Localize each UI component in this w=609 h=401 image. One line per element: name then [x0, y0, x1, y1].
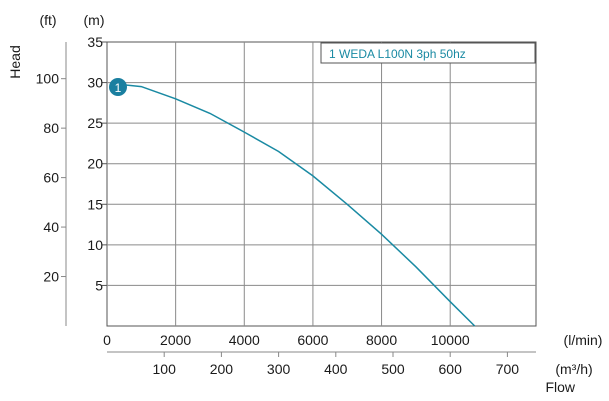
y-tick-label-primary: 35 [87, 34, 103, 50]
plot-area: 1 1 WEDA L100N 3ph 50hz [106, 41, 537, 327]
x-tick-label-secondary: 300 [267, 361, 291, 377]
x-tick-label-primary: 4000 [229, 332, 260, 348]
x-ticks-secondary: 100 200 300 400 500 600 700 [153, 352, 520, 377]
grid [107, 42, 536, 326]
y-tick-label-primary: 20 [87, 156, 103, 172]
x-tick-label-secondary: 100 [153, 361, 177, 377]
x-tick-label-secondary: 700 [496, 361, 520, 377]
legend: 1 WEDA L100N 3ph 50hz [320, 42, 536, 64]
series-marker: 1 [109, 78, 127, 96]
plot-frame [106, 41, 537, 327]
x-axis-title: Flow [545, 379, 575, 395]
x-unit-primary: (l/min) [564, 332, 603, 348]
x-tick-label-primary: 6000 [297, 332, 328, 348]
y-tick-label-secondary: 80 [43, 120, 59, 136]
x-tick-label-primary: 10000 [431, 332, 470, 348]
legend-entry: 1 WEDA L100N 3ph 50hz [329, 47, 466, 61]
y-tick-label-secondary: 20 [43, 269, 59, 285]
x-tick-label-primary: 8000 [366, 332, 397, 348]
y-tick-label-primary: 10 [87, 237, 103, 253]
y-tick-label-secondary: 40 [43, 219, 59, 235]
legend-box [320, 42, 536, 64]
y-axis-title: Head [7, 45, 23, 78]
x-tick-label-secondary: 500 [381, 361, 405, 377]
y-tick-label-primary: 5 [95, 277, 103, 293]
series-line-weda-l100n [117, 83, 476, 327]
y-unit-primary: (m) [84, 12, 105, 28]
x-ticks-primary: 0 2000 4000 6000 8000 10000 [103, 332, 470, 348]
y-tick-label-secondary: 60 [43, 170, 59, 186]
x-tick-label-primary: 0 [103, 332, 111, 348]
x-tick-label-secondary: 400 [324, 361, 348, 377]
x-tick-label-secondary: 600 [439, 361, 463, 377]
y-ticks-secondary: 20 40 60 80 100 [36, 71, 66, 285]
y-tick-label-primary: 30 [87, 75, 103, 91]
y-tick-label-secondary: 100 [36, 71, 60, 87]
series-marker-label: 1 [115, 81, 122, 95]
x-tick-label-secondary: 200 [210, 361, 234, 377]
series-marker-circle [109, 78, 127, 96]
y-tick-label-primary: 25 [87, 115, 103, 131]
y-tick-label-primary: 15 [87, 196, 103, 212]
x-tick-label-primary: 2000 [160, 332, 191, 348]
y-ticks-primary: 5 10 15 20 25 30 35 [87, 34, 107, 293]
x-unit-secondary: (m³/h) [555, 361, 592, 377]
y-unit-secondary: (ft) [39, 12, 56, 28]
